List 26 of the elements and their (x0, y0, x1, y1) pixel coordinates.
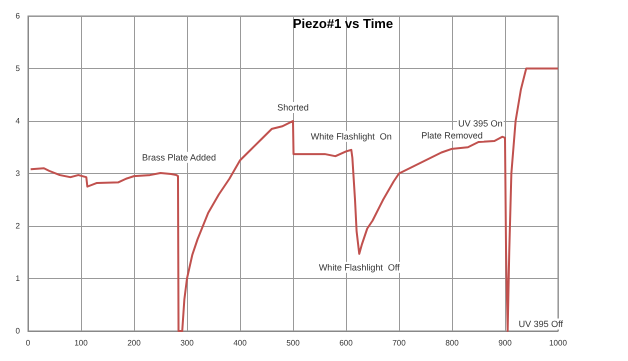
x-tick-label: 500 (286, 338, 300, 348)
annotation: UV 395 On (458, 118, 503, 128)
y-tick-label: 5 (16, 64, 21, 73)
annotation: Shorted (277, 102, 309, 112)
x-tick-label: 1000 (549, 338, 568, 348)
annotation: White Flashlight Off (318, 262, 400, 272)
annotation: UV 395 Off (518, 319, 564, 329)
annotation: Brass Plate Added (142, 152, 216, 162)
annotation: White Flashlight On (310, 131, 392, 142)
y-tick-label: 4 (16, 116, 21, 126)
x-tick-label: 800 (445, 338, 460, 348)
chart-title: Piezo#1 vs Time (292, 16, 394, 31)
y-tick-label: 2 (16, 222, 21, 230)
x-tick-label: 100 (74, 338, 88, 348)
x-tick-label: 400 (233, 338, 248, 348)
x-tick-label: 200 (127, 338, 142, 348)
y-tick-label: 0 (16, 326, 21, 336)
x-tick-label: 300 (180, 338, 194, 348)
y-tick-label: 1 (16, 274, 21, 283)
annotation: Plate Removed (421, 130, 483, 140)
y-tick-label: 3 (16, 169, 21, 178)
x-tick-label: 0 (26, 338, 31, 348)
y-tick-label: 6 (16, 12, 21, 20)
x-tick-label: 600 (339, 338, 354, 348)
x-tick-label: 700 (392, 338, 406, 348)
x-tick-label: 900 (498, 338, 512, 348)
